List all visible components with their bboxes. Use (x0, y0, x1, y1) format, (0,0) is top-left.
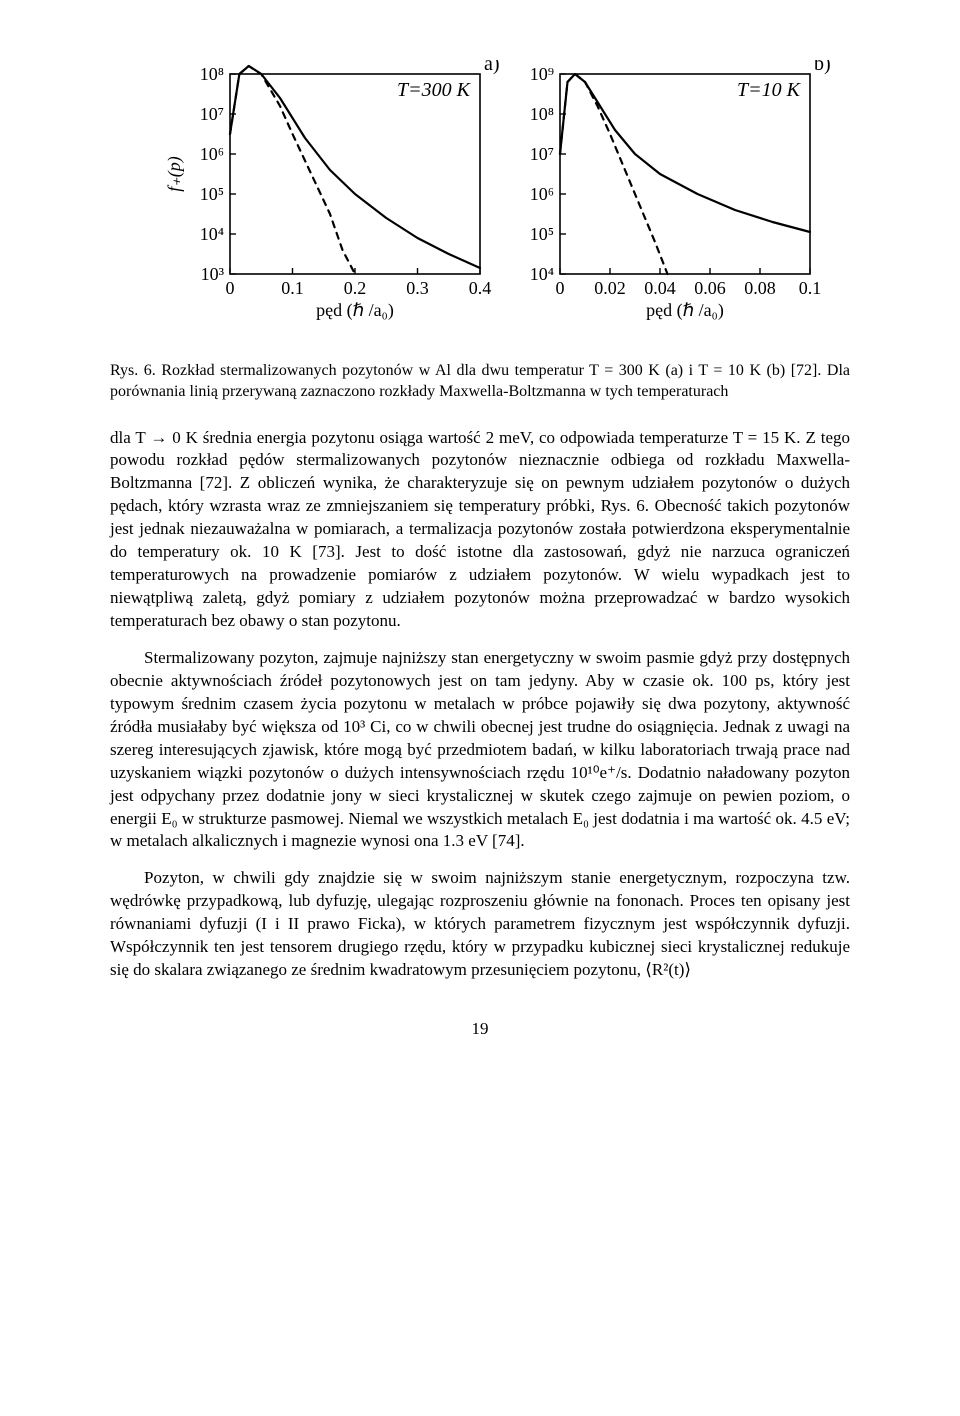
svg-text:10⁵: 10⁵ (200, 184, 224, 204)
svg-text:0.2: 0.2 (344, 278, 367, 298)
paragraph-2: Stermalizowany pozyton, zajmuje najniższ… (110, 647, 850, 853)
svg-text:T=300 K: T=300 K (397, 79, 472, 101)
svg-text:10⁴: 10⁴ (530, 264, 554, 284)
svg-text:10⁶: 10⁶ (200, 144, 224, 164)
figure-6: 10³ 10⁴ 10⁵ 10⁶ 10⁷ 10⁸ 0 0.1 0.2 0.3 0.4 pęd (ℏ /a… (120, 60, 840, 347)
svg-text:0.3: 0.3 (406, 278, 429, 298)
svg-text:0.4: 0.4 (469, 278, 492, 298)
svg-text:10⁶: 10⁶ (530, 184, 554, 204)
svg-text:10⁷: 10⁷ (530, 144, 554, 164)
svg-text:0.04: 0.04 (644, 278, 676, 298)
svg-text:0.1: 0.1 (799, 278, 822, 298)
svg-text:10⁹: 10⁹ (530, 64, 554, 84)
svg-text:a): a) (484, 60, 500, 75)
svg-text:pęd (ℏ /a₀): pęd (ℏ /a₀) (316, 300, 394, 321)
paragraph-3: Pozyton, w chwili gdy znajdzie się w swo… (110, 867, 850, 982)
paragraph-1: dla T → 0 K średnia energia pozytonu osi… (110, 427, 850, 633)
svg-text:b): b) (814, 60, 831, 75)
svg-text:0.08: 0.08 (744, 278, 776, 298)
svg-text:10⁵: 10⁵ (530, 224, 554, 244)
svg-text:pęd (ℏ /a₀): pęd (ℏ /a₀) (646, 300, 724, 321)
svg-text:0: 0 (226, 278, 235, 298)
svg-text:10⁸: 10⁸ (200, 64, 224, 84)
figure-caption: Rys. 6. Rozkład stermalizowanych pozyton… (110, 361, 850, 403)
svg-text:0: 0 (556, 278, 565, 298)
svg-text:10⁷: 10⁷ (200, 104, 224, 124)
svg-text:10⁸: 10⁸ (530, 104, 554, 124)
figure-svg: 10³ 10⁴ 10⁵ 10⁶ 10⁷ 10⁸ 0 0.1 0.2 0.3 0.4 pęd (ℏ /a… (120, 60, 840, 340)
svg-text:0.06: 0.06 (694, 278, 726, 298)
page-number: 19 (110, 1018, 850, 1041)
svg-text:10⁴: 10⁴ (200, 224, 224, 244)
svg-text:0.1: 0.1 (281, 278, 304, 298)
svg-text:0.02: 0.02 (594, 278, 626, 298)
svg-text:f₊(p): f₊(p) (164, 156, 185, 192)
svg-text:10³: 10³ (201, 264, 225, 284)
svg-text:T=10 K: T=10 K (737, 79, 802, 101)
